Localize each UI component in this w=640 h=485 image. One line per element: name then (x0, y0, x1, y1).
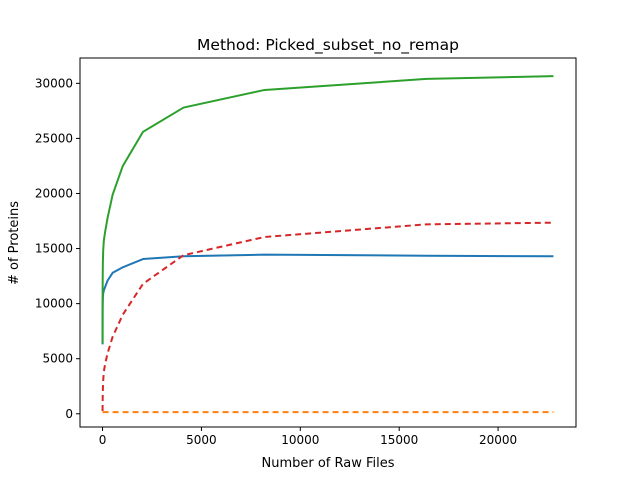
x-tick-label: 10000 (281, 433, 319, 447)
y-tick-label: 25000 (35, 131, 73, 145)
axes-layer: 0 5000 10000 15000 20000 0 5000 10000 15000 20000… (35, 57, 577, 447)
y-tick-label: 10000 (35, 297, 73, 311)
y-tick-label: 5000 (42, 352, 73, 366)
x-tick-label: 15000 (380, 433, 418, 447)
y-tick-label: 20000 (35, 186, 73, 200)
series-layer (101, 75, 554, 414)
y-axis-label: # of Proteins (7, 201, 22, 285)
y-tick-label: 15000 (35, 242, 73, 256)
x-tick-label: 0 (99, 433, 107, 447)
x-tick-label: 5000 (186, 433, 217, 447)
y-tick-label: 30000 (35, 76, 73, 90)
series-line-3 (101, 75, 554, 344)
x-tick-label: 20000 (479, 433, 517, 447)
y-tick-label: 0 (65, 407, 73, 421)
x-axis-label: Number of Raw Files (261, 456, 394, 471)
series-line-4 (101, 221, 554, 412)
chart-title: Method: Picked_subset_no_remap (197, 36, 459, 55)
axes-frame (79, 57, 577, 428)
